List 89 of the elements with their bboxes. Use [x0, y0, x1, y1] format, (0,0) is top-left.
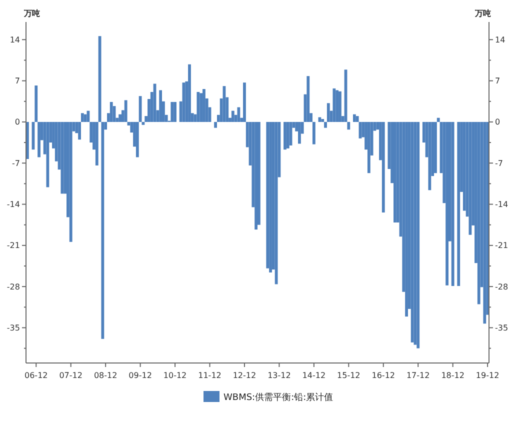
y-tick-label: -7	[12, 158, 20, 168]
bar	[231, 110, 234, 122]
y-tick-label: -28	[6, 282, 20, 292]
bar	[434, 122, 437, 174]
bar	[243, 82, 246, 122]
y2-tick-label: -14	[495, 200, 508, 210]
y2-tick-label: -7	[495, 158, 503, 168]
bar	[356, 116, 359, 122]
bar	[457, 122, 460, 286]
bar	[284, 122, 286, 150]
x-tick-label: 06-12	[24, 371, 48, 380]
bar	[336, 90, 339, 122]
bar	[188, 64, 191, 122]
y2-tick-label: -21	[495, 241, 508, 250]
y2-axis-title: 万吨	[474, 9, 491, 18]
bar	[416, 122, 420, 348]
x-tick-label: 09-12	[128, 371, 152, 380]
x-tick-label: 11-12	[198, 371, 222, 380]
bar	[214, 122, 217, 128]
bar	[436, 118, 440, 122]
y-tick-label: -14	[6, 200, 20, 210]
bar	[78, 122, 81, 140]
y-tick-label: 0	[14, 118, 20, 127]
bar	[446, 122, 448, 286]
y-tick-label: -21	[6, 241, 20, 250]
bar	[298, 122, 301, 144]
bar	[347, 122, 350, 130]
bar	[118, 114, 122, 122]
bar	[95, 122, 98, 166]
bar	[124, 100, 128, 122]
bar	[312, 122, 316, 144]
bar	[60, 122, 64, 194]
y2-tick-label: 14	[495, 35, 506, 44]
x-tick-label: 14-12	[302, 371, 326, 380]
y-tick-label: -35	[6, 324, 20, 333]
bar	[170, 102, 174, 122]
bar	[477, 122, 480, 304]
bar	[174, 102, 176, 122]
bar	[382, 122, 385, 212]
bar	[332, 88, 336, 122]
bar	[84, 114, 87, 122]
bar	[138, 96, 142, 122]
legend-label: WBMS:供需平衡:铅:累计值	[224, 392, 334, 403]
bar	[451, 122, 454, 286]
x-tick-label: 16-12	[372, 371, 396, 380]
bar	[202, 89, 206, 122]
bar	[286, 122, 290, 148]
bar	[394, 122, 396, 222]
x-tick-label: 07-12	[59, 371, 82, 380]
y2-tick-label: -28	[495, 282, 508, 292]
bar	[410, 122, 414, 342]
bar	[136, 122, 139, 158]
bar	[237, 107, 240, 122]
bar	[266, 122, 270, 268]
bar	[34, 85, 38, 122]
bar	[483, 122, 486, 324]
x-tick-label: 10-12	[163, 371, 187, 380]
bar	[200, 93, 203, 122]
bar	[306, 76, 310, 122]
bar	[326, 103, 330, 122]
bar	[367, 122, 370, 174]
bar	[338, 91, 342, 122]
bar	[110, 102, 113, 122]
bar	[159, 90, 162, 122]
bar	[318, 117, 322, 122]
y-axis-title: 万吨	[23, 9, 40, 18]
bar	[80, 113, 84, 122]
bar	[274, 122, 278, 284]
y-tick-label: 7	[14, 76, 20, 86]
bar	[196, 92, 200, 122]
x-tick-label: 08-12	[94, 371, 118, 380]
y2-tick-label: 7	[495, 76, 500, 86]
x-tick-label: 18-12	[441, 371, 464, 380]
y2-tick-label: -35	[495, 324, 508, 333]
bar	[101, 122, 104, 339]
x-tick-label: 12-12	[232, 371, 256, 380]
x-tick-label: 17-12	[406, 371, 430, 380]
x-tick-label: 19-12	[476, 371, 500, 380]
bar	[468, 122, 472, 235]
bar	[69, 122, 72, 242]
y2-tick-label: 0	[495, 118, 500, 127]
x-tick-label: 13-12	[268, 371, 291, 380]
x-tick-label: 15-12	[337, 371, 360, 380]
bar	[428, 122, 432, 190]
bar	[324, 122, 327, 128]
y-tick-label: 14	[10, 35, 20, 44]
bar	[352, 114, 356, 122]
bar	[321, 119, 324, 122]
bar	[38, 122, 40, 158]
